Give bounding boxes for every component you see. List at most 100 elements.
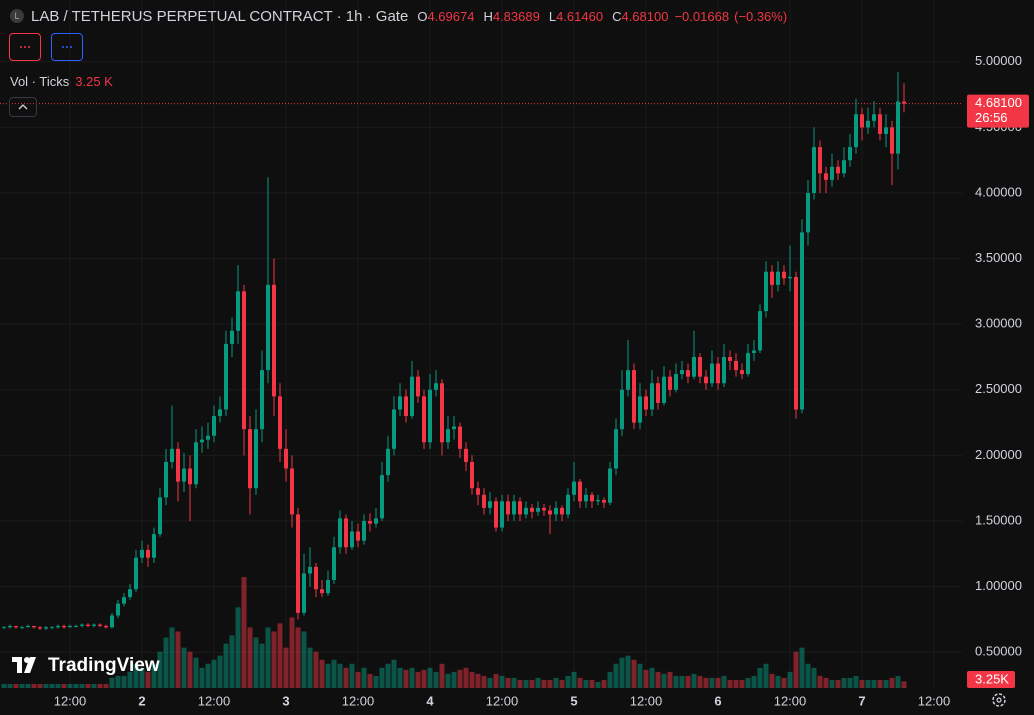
candle-body: [368, 521, 372, 524]
settings-button[interactable]: [992, 693, 1006, 707]
volume-bar: [181, 647, 187, 688]
volume-legend: Vol · Ticks 3.25 K: [10, 74, 113, 89]
candle-body: [620, 389, 624, 430]
volume-bar: [583, 679, 589, 688]
volume-bar: [655, 671, 661, 688]
volume-bar: [481, 675, 487, 688]
volume-bar: [829, 679, 835, 688]
candle-body: [416, 376, 420, 397]
volume-bar: [613, 663, 619, 688]
candle-body: [284, 448, 288, 469]
candle-body: [26, 625, 30, 628]
candle-body: [884, 127, 888, 134]
candle-body: [146, 549, 150, 558]
volume-bar: [475, 673, 481, 688]
candle-body: [410, 376, 414, 417]
volume-bar: [865, 679, 871, 688]
x-tick-label: 6: [714, 693, 721, 708]
volume-bar: [703, 677, 709, 688]
volume-bar: [31, 683, 37, 688]
candle-body: [350, 531, 354, 548]
candle-body: [320, 589, 324, 594]
volume-bar: [811, 667, 817, 688]
volume-bar: [403, 669, 409, 688]
volume-bar: [493, 673, 499, 688]
volume-bar: [469, 671, 475, 688]
price-tag-countdown: 26:56: [975, 110, 1008, 125]
candle-body: [506, 501, 510, 515]
volume-bar: [283, 647, 289, 688]
volume-bar: [79, 683, 85, 688]
volume-bar: [757, 667, 763, 688]
candle-body: [482, 494, 486, 508]
volume-bar: [241, 577, 247, 688]
symbol-title[interactable]: LAB / TETHERUS PERPETUAL CONTRACT · 1h ·…: [31, 7, 409, 25]
volume-tag: [967, 671, 1015, 688]
volume-bar: [385, 663, 391, 688]
volume-bar: [571, 671, 577, 688]
candle-body: [626, 370, 630, 390]
candle-body: [728, 357, 732, 361]
volume-bar: [37, 683, 43, 688]
candle-body: [872, 114, 876, 121]
volume-bar: [313, 651, 319, 688]
candle-body: [770, 271, 774, 285]
volume-bar: [235, 607, 241, 688]
volume-bar: [577, 677, 583, 688]
candle-body: [548, 510, 552, 515]
volume-bar: [73, 683, 79, 688]
candle-body: [50, 627, 54, 629]
candle-body: [446, 429, 450, 443]
volume-bar: [295, 627, 301, 688]
volume-bar: [349, 663, 355, 688]
volume-bar: [55, 683, 61, 688]
candle-body: [164, 461, 168, 498]
candle-body: [152, 534, 156, 558]
symbol-icon: L: [10, 9, 24, 23]
volume-bar: [649, 667, 655, 688]
x-tick-label: 4: [426, 693, 434, 708]
volume-bar: [511, 677, 517, 688]
candle-body: [812, 147, 816, 193]
volume-bar: [25, 683, 31, 688]
volume-bar: [103, 683, 109, 688]
x-tick-label: 12:00: [918, 693, 951, 708]
x-tick-label: 12:00: [342, 693, 375, 708]
candle-body: [824, 173, 828, 180]
volume-bar: [775, 675, 781, 688]
indicator-button[interactable]: [51, 33, 83, 61]
candle-body: [440, 383, 444, 443]
candle-body: [218, 409, 222, 417]
candle-body: [830, 166, 834, 180]
chevron: [18, 104, 28, 110]
volume-bar: [199, 667, 205, 688]
candle-body: [398, 396, 402, 410]
volume-bar: [709, 677, 715, 688]
candle-body: [428, 389, 432, 443]
candle-body: [632, 370, 636, 423]
volume-bar: [49, 683, 55, 688]
volume-bar: [625, 655, 631, 688]
volume-bar: [433, 671, 439, 688]
candle-body: [542, 507, 546, 511]
volume-tag-value: 3.25K: [975, 671, 1009, 686]
indicator-button[interactable]: [9, 33, 41, 61]
candle-body: [134, 557, 138, 590]
candle-body: [716, 363, 720, 384]
volume-bar: [883, 679, 889, 688]
candle-body: [674, 374, 678, 390]
collapse-button[interactable]: [9, 97, 37, 117]
y-tick-label: 5.00000: [975, 53, 1022, 68]
volume-bar: [823, 677, 829, 688]
candle-body: [356, 531, 360, 541]
candle-body: [836, 166, 840, 174]
candle-body: [842, 160, 846, 174]
candle-body: [332, 547, 336, 581]
candle-body: [374, 518, 378, 524]
volume-bar: [751, 675, 757, 688]
volume-bar: [793, 651, 799, 688]
x-tick-label: 7: [858, 693, 865, 708]
volume-bar: [643, 669, 649, 688]
candle-body: [554, 507, 558, 515]
